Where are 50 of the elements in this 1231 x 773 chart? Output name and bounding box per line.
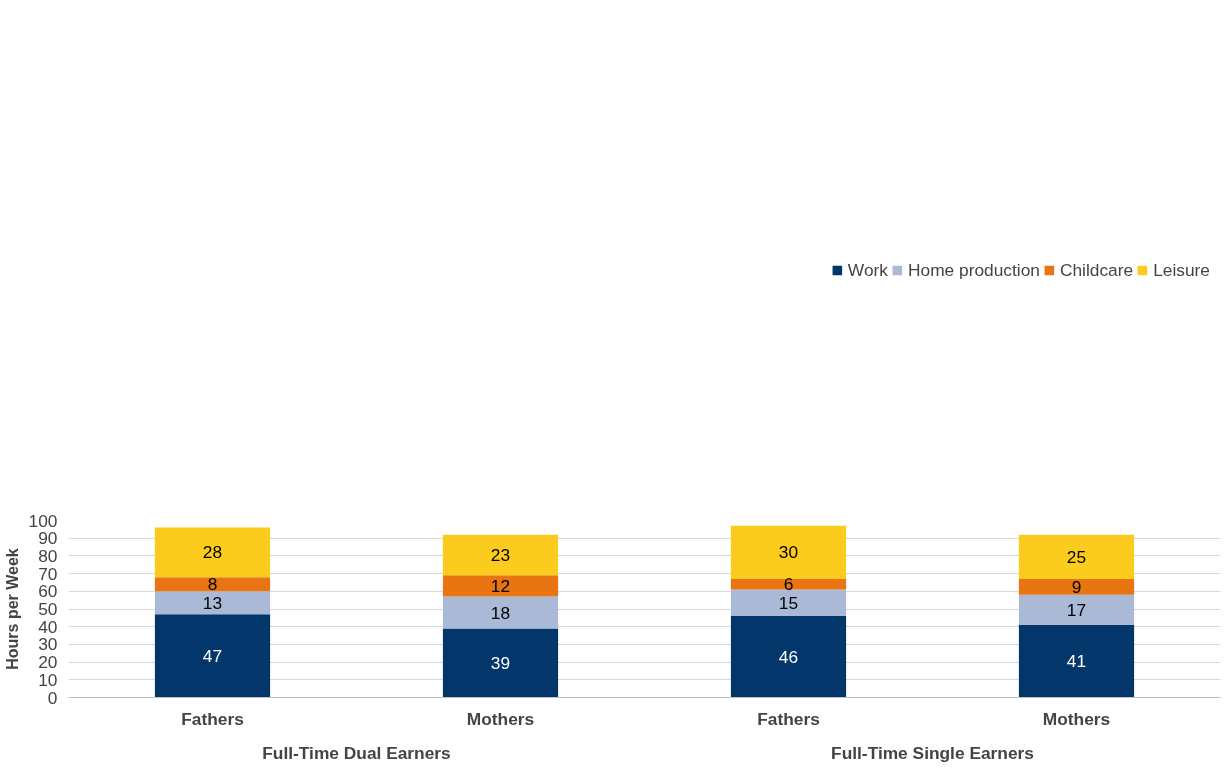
data-label: 30 bbox=[778, 542, 799, 563]
data-label: 17 bbox=[1066, 599, 1087, 620]
bar bbox=[730, 525, 847, 579]
data-label: 25 bbox=[1066, 546, 1087, 567]
y-tick-label: 40 bbox=[38, 616, 58, 637]
data-label: 18 bbox=[490, 602, 511, 623]
y-tick-label: 100 bbox=[28, 510, 58, 531]
data-label: 9 bbox=[1071, 576, 1082, 597]
text: Full-Time Single Earners bbox=[831, 742, 1034, 763]
bar bbox=[730, 578, 847, 590]
bar bbox=[154, 577, 271, 592]
bar bbox=[154, 591, 271, 615]
x-tick-label: Mothers bbox=[466, 708, 535, 729]
x-tick-label: Fathers bbox=[181, 708, 244, 729]
bar bbox=[442, 534, 559, 576]
data-label: 23 bbox=[490, 545, 511, 566]
data-label: 12 bbox=[490, 575, 511, 596]
data-label: 46 bbox=[778, 646, 799, 667]
legend-label: Leisure bbox=[1153, 259, 1210, 281]
bar bbox=[154, 527, 271, 578]
x-tick-label: Fathers bbox=[757, 708, 820, 729]
y-tick-label: 0 bbox=[47, 687, 58, 708]
y-tick-label: 30 bbox=[38, 634, 58, 655]
y-tick-label: 70 bbox=[38, 563, 58, 584]
bar bbox=[730, 616, 847, 698]
data-label: 28 bbox=[202, 542, 223, 563]
x-tick-label: Mothers bbox=[1042, 708, 1111, 729]
y-tick-label: 50 bbox=[38, 599, 58, 619]
data-label: 39 bbox=[490, 652, 511, 673]
bar bbox=[1018, 624, 1135, 698]
data-label: 15 bbox=[778, 592, 799, 613]
data-label: 6 bbox=[783, 574, 794, 595]
y-tick-label: 60 bbox=[38, 581, 58, 602]
bar bbox=[442, 596, 559, 629]
bar bbox=[154, 614, 271, 698]
legend-label: Work bbox=[847, 259, 888, 281]
bar bbox=[1018, 534, 1135, 579]
data-label: 47 bbox=[202, 645, 223, 666]
data-label: 13 bbox=[202, 592, 223, 613]
bar bbox=[730, 589, 847, 617]
text: Full-Time Dual Earners bbox=[262, 742, 451, 763]
bar bbox=[1018, 594, 1135, 625]
data-label: 41 bbox=[1066, 651, 1087, 672]
legend-label: Childcare bbox=[1059, 259, 1134, 281]
y-axis-title: Hours per Week bbox=[3, 548, 21, 670]
legend-label: Home production bbox=[907, 259, 1040, 281]
bar bbox=[1018, 578, 1135, 595]
bar bbox=[442, 575, 559, 597]
data-label: 8 bbox=[207, 574, 218, 595]
bar bbox=[442, 628, 559, 698]
